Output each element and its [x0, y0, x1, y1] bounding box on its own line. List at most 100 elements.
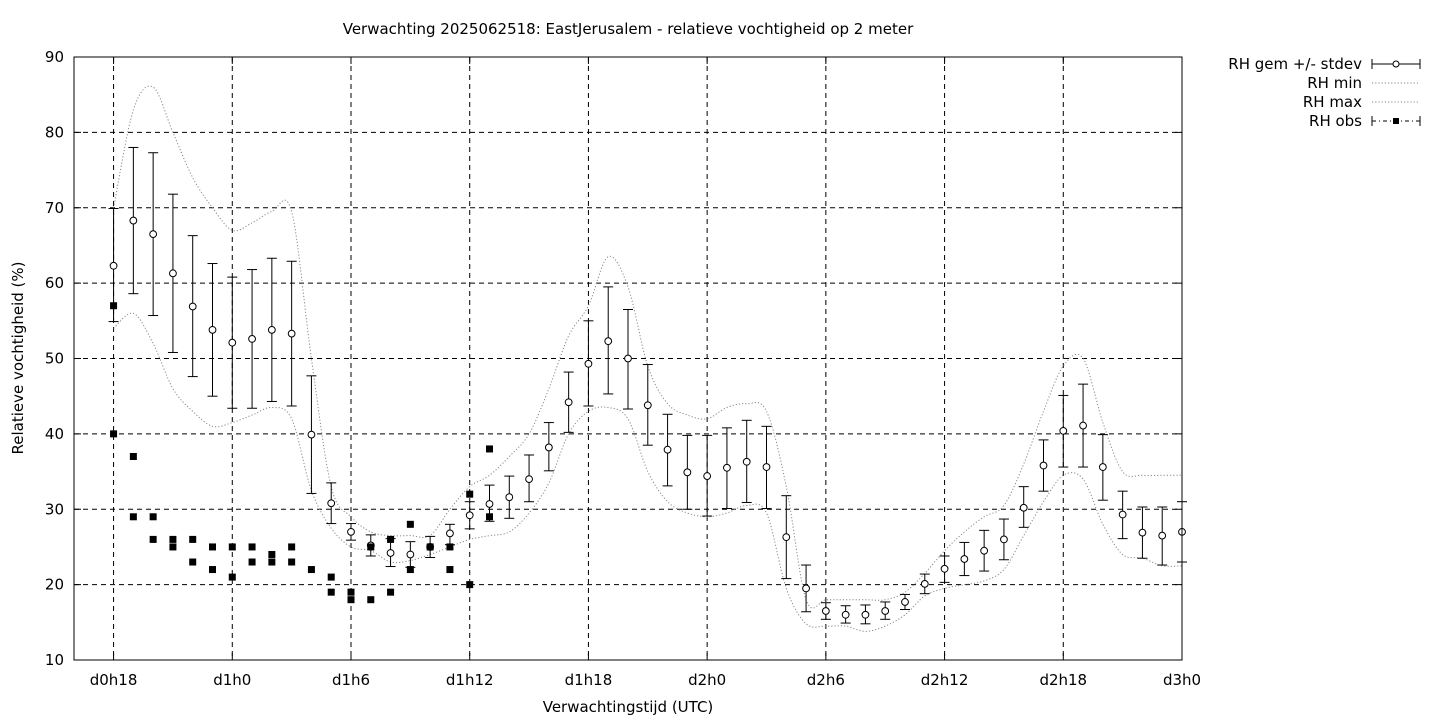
rh-mean-point: [861, 610, 870, 619]
x-tick-label: d1h18: [565, 671, 613, 689]
rh-mean-point: [1098, 463, 1107, 471]
rh-obs-point: [327, 573, 335, 581]
rh-mean-point: [248, 335, 256, 343]
rh-mean-point: [940, 564, 949, 573]
rh-obs-point: [268, 558, 276, 566]
rh-mean-point: [782, 533, 791, 542]
rh-mean-point: [624, 354, 632, 363]
rh-mean-point: [228, 338, 237, 347]
rh-obs-point: [486, 513, 493, 521]
rh-mean-point: [208, 325, 217, 334]
rh-mean-point: [188, 302, 197, 311]
rh-mean-point: [327, 499, 336, 508]
x-tick-label: d1h0: [213, 671, 251, 689]
rh-mean-point: [1138, 528, 1147, 537]
x-axis-label: Verwachtingstijd (UTC): [543, 698, 714, 716]
rh-mean-point: [544, 443, 553, 452]
rh-mean-point: [267, 325, 276, 334]
rh-obs-point: [307, 566, 315, 574]
y-tick-label: 10: [45, 651, 64, 669]
y-tick-label: 60: [45, 274, 64, 292]
rh-mean-point: [960, 555, 969, 563]
rh-obs-point: [169, 543, 177, 551]
rh-obs-point: [268, 550, 276, 558]
rh-obs-point: [347, 596, 355, 604]
rh-mean-point: [485, 500, 494, 508]
rh-obs-point: [228, 543, 236, 551]
x-tick-label: d2h18: [1039, 671, 1087, 689]
rh-mean-point: [1000, 535, 1008, 544]
min-max-band-layer: [113, 85, 1183, 632]
rh-obs-point: [189, 558, 197, 566]
rh-mean-point: [465, 511, 474, 520]
rh-obs-point: [347, 588, 355, 596]
x-tick-label: d2h6: [807, 671, 845, 689]
x-tick-label: d1h6: [332, 671, 370, 689]
x-tick-label: d3h0: [1163, 671, 1201, 689]
rh-obs-point: [129, 452, 137, 460]
rh-mean-point: [683, 468, 692, 477]
legend-sample-obs-marker: [1393, 118, 1399, 124]
rh-obs-point: [129, 513, 137, 521]
legend-label-min: RH min: [1307, 74, 1362, 92]
rh-mean-point: [604, 337, 613, 346]
rh-mean-point: [703, 472, 712, 480]
rh-mean-point: [109, 261, 118, 270]
rh-obs-point: [110, 302, 118, 310]
rh-obs-point: [189, 535, 197, 543]
rh-mean-point: [564, 398, 573, 407]
rh-mean-point: [584, 359, 593, 368]
rh-mean-point: [386, 549, 395, 557]
rh-obs-point: [248, 558, 256, 566]
x-tick-label: d0h18: [90, 671, 138, 689]
rh-mean-point: [505, 493, 514, 502]
rh-obs-point: [110, 430, 118, 438]
rh-mean-point: [881, 607, 890, 615]
observation-layer: [110, 302, 493, 604]
rh-obs-point: [248, 543, 256, 551]
legend-label-obs: RH obs: [1309, 112, 1362, 130]
chart-title: Verwachting 2025062518: EastJerusalem - …: [343, 20, 914, 38]
y-axis-label: Relatieve vochtigheid (%): [9, 261, 27, 454]
legend-label-max: RH max: [1303, 93, 1362, 111]
rh-mean-point: [742, 457, 751, 466]
rh-mean-point: [920, 579, 929, 588]
rh-mean-point: [643, 401, 652, 410]
rh-obs-point: [406, 520, 414, 528]
rh-mean-point: [1079, 421, 1087, 430]
y-tick-label: 50: [45, 350, 64, 368]
x-tick-label: d1h12: [446, 671, 494, 689]
rh-mean-point: [1059, 426, 1068, 435]
rh-obs-point: [228, 573, 236, 581]
rh-mean-point: [723, 463, 731, 472]
rh-obs-point: [466, 490, 474, 498]
x-tick-label: d2h12: [921, 671, 969, 689]
rh-mean-point: [1118, 510, 1127, 519]
y-tick-label: 30: [45, 500, 64, 518]
rh-mean-point: [406, 550, 415, 559]
rh-mean-point: [821, 607, 830, 615]
rh-mean-point: [446, 529, 454, 538]
rh-obs-point: [367, 596, 375, 604]
rh-obs-point: [446, 543, 454, 551]
legend-sample-mean-marker: [1392, 60, 1400, 68]
rh-mean-point: [169, 269, 177, 278]
rh-max-line: [113, 85, 1182, 609]
rh-mean-point: [1158, 531, 1167, 540]
rh-obs-point: [209, 543, 216, 551]
rh-obs-point: [327, 588, 335, 596]
rh-obs-point: [149, 513, 157, 521]
y-tick-label: 70: [45, 199, 64, 217]
rh-obs-point: [387, 588, 395, 596]
rh-obs-point: [169, 535, 177, 543]
rh-mean-point: [802, 584, 810, 593]
rh-mean-point: [762, 463, 771, 471]
y-tick-label: 20: [45, 576, 64, 594]
rh-min-line: [113, 312, 1183, 632]
rh-mean-point: [841, 610, 850, 619]
x-tick-label: d2h0: [688, 671, 726, 689]
